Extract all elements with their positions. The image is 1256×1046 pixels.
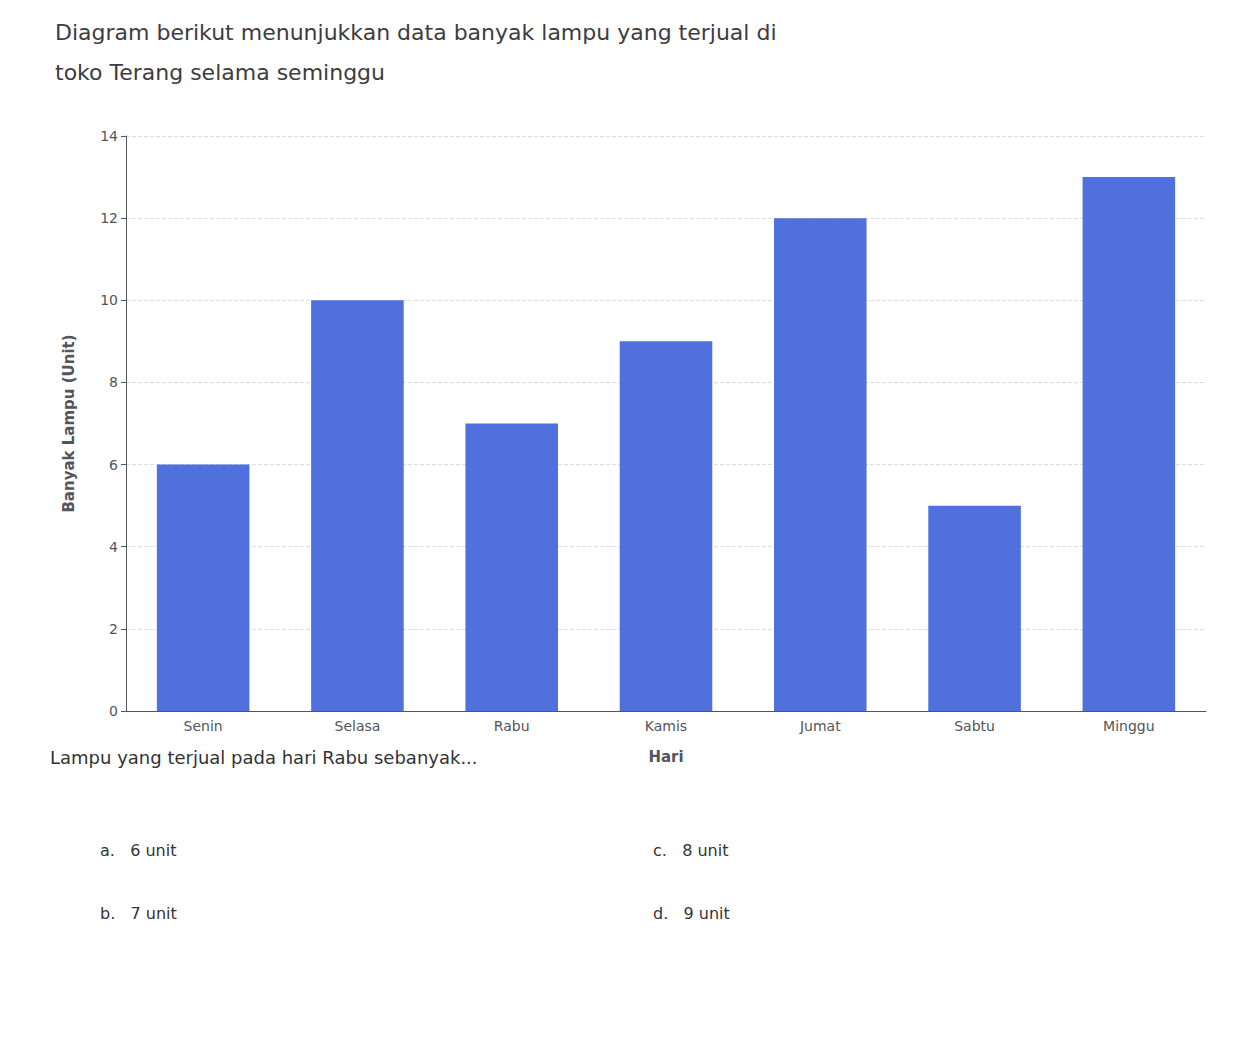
svg-text:2: 2 [109,621,118,637]
svg-text:a. 6 unit: a. 6 unit [100,841,176,860]
svg-text:12: 12 [100,210,118,226]
svg-text:0: 0 [109,703,118,719]
svg-text:14: 14 [100,128,118,144]
svg-text:Hari: Hari [648,748,683,766]
svg-text:Kamis: Kamis [645,718,687,734]
svg-text:Sabtu: Sabtu [954,718,995,734]
svg-text:Diagram berikut menunjukkan da: Diagram berikut menunjukkan data banyak … [55,20,777,45]
svg-text:Senin: Senin [184,718,223,734]
svg-text:Minggu: Minggu [1103,718,1155,734]
svg-text:Selasa: Selasa [335,718,381,734]
svg-text:c. 8 unit: c. 8 unit [653,841,728,860]
svg-text:toko Terang selama seminggu: toko Terang selama seminggu [55,60,385,85]
svg-text:b. 7 unit: b. 7 unit [100,904,177,923]
svg-text:8: 8 [109,374,118,390]
svg-text:d. 9 unit: d. 9 unit [653,904,730,923]
svg-text:6: 6 [109,457,118,473]
svg-text:10: 10 [100,292,118,308]
svg-text:Banyak Lampu (Unit): Banyak Lampu (Unit) [60,334,78,512]
svg-text:Lampu yang terjual pada hari R: Lampu yang terjual pada hari Rabu sebany… [50,747,478,768]
svg-text:Jumat: Jumat [799,718,841,734]
svg-text:Rabu: Rabu [494,718,530,734]
svg-text:4: 4 [109,539,118,555]
